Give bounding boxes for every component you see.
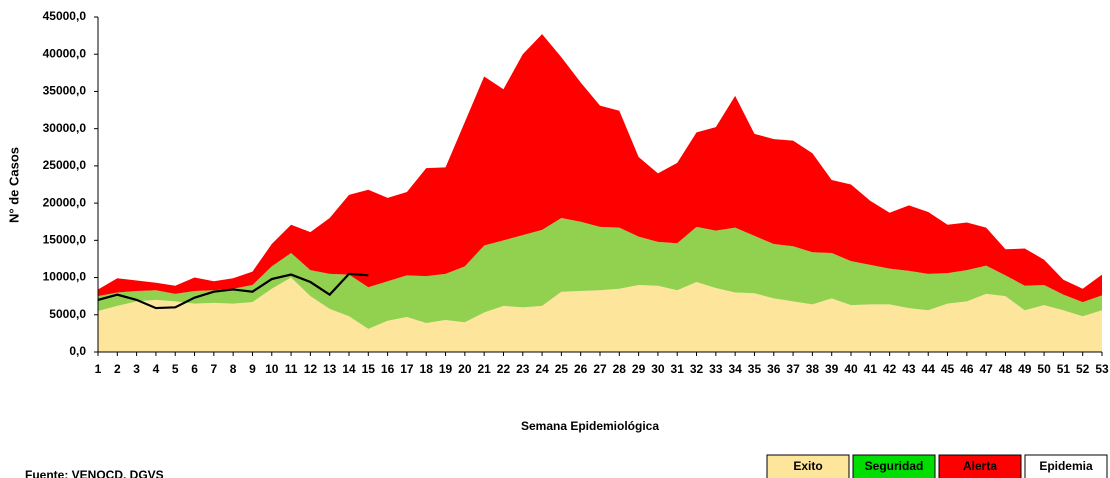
x-tick-label: 51 xyxy=(1057,362,1071,376)
x-tick-label: 19 xyxy=(439,362,453,376)
x-tick-label: 12 xyxy=(304,362,318,376)
x-tick-label: 45 xyxy=(941,362,955,376)
x-tick-label: 32 xyxy=(690,362,704,376)
x-tick-label: 11 xyxy=(285,362,298,376)
x-tick-label: 21 xyxy=(477,362,491,376)
y-tick-label: 45000,0 xyxy=(43,9,87,23)
y-axis-label: N° de Casos xyxy=(6,147,21,223)
x-tick-label: 47 xyxy=(979,362,993,376)
legend-swatch xyxy=(1024,454,1108,478)
x-tick-label: 24 xyxy=(535,362,549,376)
legend-label: Epidemia xyxy=(1039,459,1093,473)
x-tick-label: 17 xyxy=(400,362,414,376)
x-tick-label: 36 xyxy=(767,362,781,376)
y-tick-label: 10000,0 xyxy=(43,270,87,284)
line xyxy=(97,272,369,310)
x-tick-label: 16 xyxy=(381,362,395,376)
x-tick-label: 26 xyxy=(574,362,588,376)
x-tick-label: 25 xyxy=(555,362,569,376)
x-tick-label: 29 xyxy=(632,362,646,376)
y-tick-label: 5000,0 xyxy=(49,307,86,321)
x-tick-label: 30 xyxy=(651,362,665,376)
x-tick-label: 27 xyxy=(593,362,607,376)
legend-label: Alerta xyxy=(963,459,997,473)
x-tick-label: 44 xyxy=(922,362,936,376)
y-tick-label: 15000,0 xyxy=(43,233,87,247)
x-tick-label: 52 xyxy=(1076,362,1090,376)
x-tick-label: 1 xyxy=(95,362,102,376)
legend-swatch xyxy=(852,454,936,478)
x-tick-label: 37 xyxy=(786,362,800,376)
x-tick-label: 34 xyxy=(728,362,742,376)
legend-swatch xyxy=(766,454,850,478)
x-tick-label: 33 xyxy=(709,362,723,376)
area xyxy=(98,277,1102,352)
legend-label: Seguridad xyxy=(865,459,924,473)
x-tick-label: 22 xyxy=(497,362,511,376)
x-tick-label: 2 xyxy=(114,362,121,376)
x-tick-label: 46 xyxy=(960,362,974,376)
y-tick-label: 35000,0 xyxy=(43,84,87,98)
y-tick-label: 0,0 xyxy=(69,344,86,358)
x-tick-label: 3 xyxy=(133,362,140,376)
x-tick-label: 53 xyxy=(1095,362,1109,376)
legend-label: Exito xyxy=(793,459,822,473)
x-tick-label: 20 xyxy=(458,362,472,376)
x-tick-label: 8 xyxy=(230,362,237,376)
x-tick-label: 15 xyxy=(362,362,376,376)
x-tick-label: 4 xyxy=(153,362,160,376)
x-tick-label: 7 xyxy=(211,362,218,376)
x-tick-label: 48 xyxy=(999,362,1013,376)
x-axis-label: Semana Epidemiológica xyxy=(521,419,659,433)
area xyxy=(98,34,1102,303)
x-tick-label: 10 xyxy=(265,362,279,376)
x-tick-label: 18 xyxy=(420,362,434,376)
x-tick-label: 50 xyxy=(1037,362,1051,376)
x-tick-label: 5 xyxy=(172,362,179,376)
x-tick-label: 6 xyxy=(191,362,198,376)
y-tick-label: 30000,0 xyxy=(43,121,87,135)
x-tick-label: 28 xyxy=(613,362,627,376)
x-tick-label: 9 xyxy=(249,362,256,376)
x-tick-label: 14 xyxy=(342,362,356,376)
x-tick-label: 13 xyxy=(323,362,337,376)
y-tick-label: 40000,0 xyxy=(43,46,87,60)
x-tick-label: 41 xyxy=(864,362,878,376)
legend-swatch xyxy=(938,454,1022,478)
x-tick-label: 38 xyxy=(806,362,820,376)
y-tick-label: 20000,0 xyxy=(43,195,87,209)
x-tick-label: 39 xyxy=(825,362,839,376)
x-tick-label: 31 xyxy=(671,362,685,376)
x-tick-label: 40 xyxy=(844,362,858,376)
source: Fuente: VENOCD, DGVS xyxy=(25,468,164,478)
x-tick-label: 49 xyxy=(1018,362,1032,376)
x-tick-label: 35 xyxy=(748,362,762,376)
y-tick-label: 25000,0 xyxy=(43,158,87,172)
x-tick-label: 23 xyxy=(516,362,530,376)
area xyxy=(98,218,1102,329)
x-tick-label: 42 xyxy=(883,362,897,376)
x-tick-label: 43 xyxy=(902,362,916,376)
